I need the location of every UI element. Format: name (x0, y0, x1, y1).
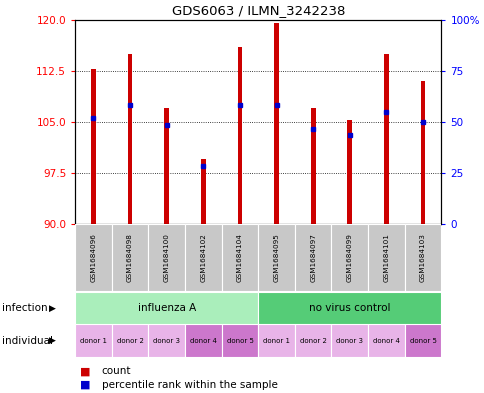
Text: ▶: ▶ (48, 304, 55, 312)
Text: GSM1684100: GSM1684100 (164, 233, 169, 282)
Text: GSM1684099: GSM1684099 (346, 233, 352, 282)
Bar (75, 324, 111, 357)
Bar (91, 70, 96, 224)
Bar (221, 224, 257, 291)
Bar (347, 121, 351, 224)
Bar (383, 54, 388, 224)
Text: GSM1684101: GSM1684101 (383, 233, 389, 282)
Text: ▶: ▶ (48, 336, 55, 345)
Text: count: count (102, 366, 131, 376)
Title: GDS6063 / ILMN_3242238: GDS6063 / ILMN_3242238 (171, 4, 344, 17)
Bar (420, 81, 424, 224)
Text: donor 4: donor 4 (372, 338, 399, 343)
Bar (257, 324, 294, 357)
Text: GSM1684096: GSM1684096 (91, 233, 96, 282)
Text: GSM1684097: GSM1684097 (310, 233, 316, 282)
Text: influenza A: influenza A (137, 303, 196, 313)
Bar (331, 224, 367, 291)
Text: individual: individual (2, 336, 53, 346)
Bar (331, 324, 367, 357)
Text: ■: ■ (80, 380, 91, 390)
Bar (221, 324, 257, 357)
Text: GSM1684102: GSM1684102 (200, 233, 206, 282)
Bar (185, 224, 221, 291)
Text: donor 4: donor 4 (190, 338, 216, 343)
Bar (185, 324, 221, 357)
Bar (367, 224, 404, 291)
Text: donor 2: donor 2 (299, 338, 326, 343)
Text: donor 5: donor 5 (409, 338, 436, 343)
Text: donor 3: donor 3 (335, 338, 363, 343)
Text: ■: ■ (80, 366, 91, 376)
Text: percentile rank within the sample: percentile rank within the sample (102, 380, 277, 390)
Text: donor 1: donor 1 (262, 338, 289, 343)
Text: GSM1684095: GSM1684095 (273, 233, 279, 282)
Text: donor 1: donor 1 (80, 338, 107, 343)
Bar (273, 23, 278, 224)
Text: GSM1684104: GSM1684104 (237, 233, 242, 282)
Bar (257, 292, 440, 324)
Bar (200, 159, 205, 224)
Text: donor 3: donor 3 (153, 338, 180, 343)
Bar (257, 224, 294, 291)
Bar (148, 324, 185, 357)
Text: donor 2: donor 2 (117, 338, 143, 343)
Text: infection: infection (2, 303, 48, 313)
Bar (310, 108, 315, 224)
Bar (111, 224, 148, 291)
Bar (75, 292, 257, 324)
Bar (367, 324, 404, 357)
Bar (404, 224, 440, 291)
Bar (404, 324, 440, 357)
Text: no virus control: no virus control (308, 303, 390, 313)
Bar (75, 224, 111, 291)
Text: donor 5: donor 5 (226, 338, 253, 343)
Bar (237, 47, 242, 224)
Bar (294, 224, 331, 291)
Bar (294, 324, 331, 357)
Bar (127, 54, 132, 224)
Bar (111, 324, 148, 357)
Bar (164, 108, 169, 224)
Text: GSM1684103: GSM1684103 (419, 233, 425, 282)
Text: GSM1684098: GSM1684098 (127, 233, 133, 282)
Bar (148, 224, 185, 291)
